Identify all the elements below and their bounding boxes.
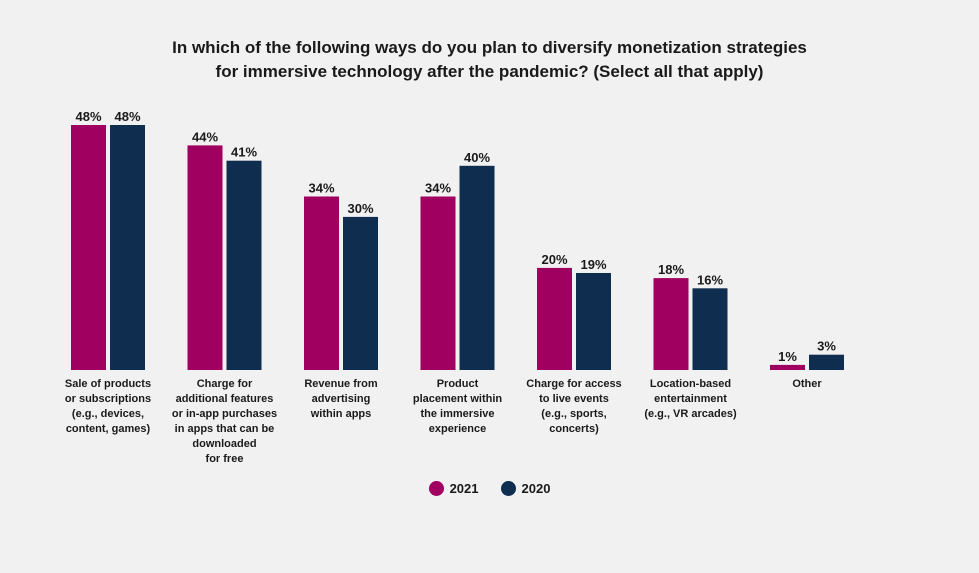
data-label-2020-6: 3% xyxy=(817,339,836,354)
category-label-0: Sale of products or subscriptions (e.g., d… xyxy=(48,377,168,437)
category-label-1-line-3: in apps that can be xyxy=(174,423,275,435)
bar-2021-6 xyxy=(770,364,805,370)
data-label-2020-3: 40% xyxy=(464,150,490,165)
category-label-3-line-3: experience xyxy=(428,423,487,435)
category-label-0-line-1: or subscriptions xyxy=(64,393,152,405)
data-label-2021-1: 44% xyxy=(192,129,218,144)
data-label-2021-0: 48% xyxy=(75,109,101,124)
data-label-2021-3: 34% xyxy=(425,181,451,196)
category-label-1-line-4: downloaded xyxy=(192,438,257,450)
category-label-1-line-5: for free xyxy=(205,453,244,465)
legend-label-2021: 2021 xyxy=(449,481,479,496)
bar-2020-4 xyxy=(576,273,611,370)
category-label-1-line-2: or in-app purchases xyxy=(171,408,278,420)
legend-item-2020: 2020 xyxy=(500,481,551,496)
legend-label-2020: 2020 xyxy=(521,481,551,496)
category-label-4: Charge for access to live events (e.g., sp… xyxy=(514,377,634,437)
category-label-3-line-1: placement within xyxy=(412,393,503,405)
category-label-6-line-0: Other xyxy=(792,378,822,390)
category-label-1-line-0: Charge for xyxy=(196,378,253,390)
legend-item-2021: 2021 xyxy=(428,481,479,496)
bar-2020-6 xyxy=(809,354,844,370)
category-label-1: Charge for additional features or in-app p… xyxy=(165,377,285,467)
data-label-2021-5: 18% xyxy=(658,262,684,277)
category-label-4-line-3: concerts) xyxy=(549,423,599,435)
category-label-6: Other xyxy=(747,377,867,392)
bar-2020-1 xyxy=(226,160,262,370)
legend-swatch-2020 xyxy=(500,481,516,496)
bar-2020-5 xyxy=(692,288,728,370)
bar-2021-2 xyxy=(304,196,339,370)
category-label-0-line-2: (e.g., devices, xyxy=(71,408,145,420)
bar-2020-2 xyxy=(343,216,378,370)
bar-2021-1 xyxy=(187,145,223,370)
category-label-4-line-2: (e.g., sports, xyxy=(541,408,607,420)
bar-2021-4 xyxy=(537,267,572,370)
category-label-3-line-2: the immersive xyxy=(420,408,495,420)
bar-2020-0 xyxy=(110,125,145,370)
category-label-3: Product placement within the immersive expe… xyxy=(398,377,518,437)
data-label-2021-6: 1% xyxy=(778,349,797,364)
chart-title: In which of the following ways do you pl… xyxy=(0,36,979,84)
data-label-2020-2: 30% xyxy=(347,201,373,216)
bar-2021-5 xyxy=(653,278,689,370)
category-label-5-line-2: (e.g., VR arcades) xyxy=(644,408,737,420)
data-label-2020-5: 16% xyxy=(697,272,723,287)
category-label-0-line-3: content, games) xyxy=(65,423,151,435)
chart-title-line-2: for immersive technology after the pande… xyxy=(215,62,764,81)
data-label-2020-1: 41% xyxy=(231,145,257,160)
legend-swatch-2021 xyxy=(428,481,444,496)
data-label-2021-4: 20% xyxy=(541,252,567,267)
data-label-2021-2: 34% xyxy=(308,181,334,196)
data-label-2020-4: 19% xyxy=(580,257,606,272)
category-label-2-line-2: within apps xyxy=(310,408,372,420)
category-label-0-line-0: Sale of products xyxy=(64,378,152,390)
bar-2021-3 xyxy=(420,196,456,370)
category-label-5-line-1: entertainment xyxy=(654,393,727,405)
category-label-3-line-0: Product xyxy=(436,378,479,390)
category-label-5: Location-based entertainment (e.g., VR arc… xyxy=(631,377,751,422)
category-label-2-line-1: advertising xyxy=(311,393,371,405)
bar-2021-0 xyxy=(71,125,106,370)
category-label-5-line-0: Location-based xyxy=(649,378,732,390)
category-label-1-line-1: additional features xyxy=(175,393,274,405)
data-label-2020-0: 48% xyxy=(114,109,140,124)
bar-2020-3 xyxy=(459,165,495,370)
category-label-4-line-1: to live events xyxy=(539,393,609,405)
category-label-4-line-0: Charge for access xyxy=(526,378,622,390)
legend: 2021 2020 xyxy=(0,481,979,496)
category-label-2: Revenue from advertising within apps xyxy=(281,377,401,422)
chart-title-line-1: In which of the following ways do you pl… xyxy=(172,38,807,57)
category-label-2-line-0: Revenue from xyxy=(304,378,378,390)
